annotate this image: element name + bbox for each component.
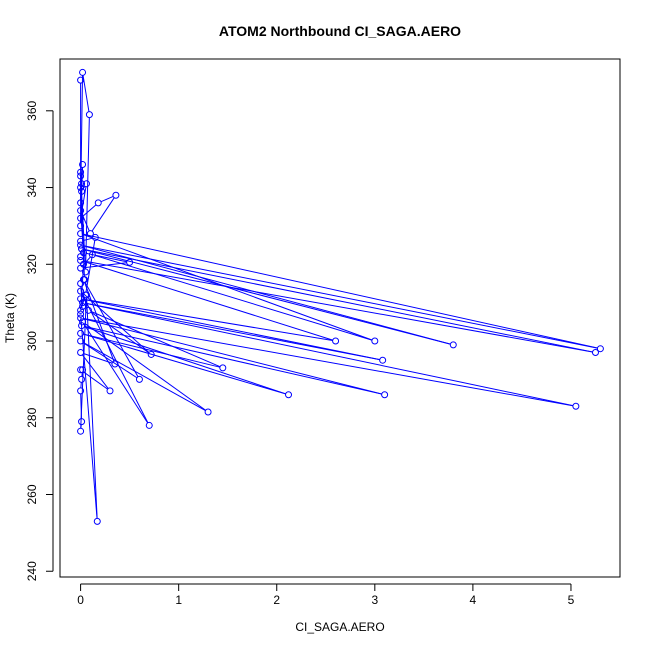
x-tick-label: 3: [371, 593, 378, 607]
y-tick-label: 300: [25, 331, 39, 351]
y-tick-label: 340: [25, 177, 39, 197]
x-tick-label: 4: [470, 593, 477, 607]
series-line-segment: [84, 324, 147, 423]
series-line-segment: [83, 235, 372, 340]
y-axis-label: Theta (K): [3, 293, 17, 343]
y-tick-label: 360: [25, 100, 39, 120]
series-line-segment: [86, 303, 380, 359]
x-axis: 0 1 2 3 4 5: [77, 584, 574, 607]
y-tick-label: 320: [25, 254, 39, 274]
series-line-segment: [101, 196, 113, 201]
data-point: [79, 376, 85, 382]
data-point: [136, 376, 142, 382]
series-line-segment: [85, 303, 572, 405]
data-point: [80, 69, 86, 75]
data-point: [112, 361, 118, 367]
data-point: [94, 518, 100, 524]
series-line-segment: [83, 205, 96, 216]
data-point: [205, 409, 211, 415]
data-point: [78, 428, 84, 434]
data-point: [86, 112, 92, 118]
data-point: [107, 388, 113, 394]
x-axis-label: CI_SAGA.AERO: [295, 620, 384, 634]
data-point: [146, 422, 152, 428]
series-line-segment: [95, 256, 372, 341]
data-point: [573, 403, 579, 409]
plot-frame: [60, 59, 620, 577]
y-axis: 240 260 280 300 320 340 360: [25, 100, 53, 581]
data-point: [372, 338, 378, 344]
data-point: [592, 350, 598, 356]
y-tick-label: 260: [25, 484, 39, 504]
series-line-segment: [83, 334, 285, 394]
data-point: [450, 342, 456, 348]
data-point: [78, 350, 84, 356]
series-line-segment: [85, 250, 593, 352]
y-tick-label: 280: [25, 407, 39, 427]
series-line-segment: [83, 238, 92, 240]
data-point: [286, 392, 292, 398]
data-point: [220, 365, 226, 371]
data-point: [95, 200, 101, 206]
y-tick-label: 240: [25, 561, 39, 581]
data-point: [78, 330, 84, 336]
data-point: [380, 357, 386, 363]
chart-title: ATOM2 Northbound CI_SAGA.AERO: [219, 23, 461, 39]
x-tick-label: 2: [273, 593, 280, 607]
data-point: [113, 192, 119, 198]
x-tick-label: 1: [175, 593, 182, 607]
x-tick-label: 0: [77, 593, 84, 607]
data-point: [333, 338, 339, 344]
plot-area: [78, 69, 604, 524]
x-tick-label: 5: [568, 593, 575, 607]
series-line-segment: [84, 319, 573, 406]
data-point: [382, 392, 388, 398]
